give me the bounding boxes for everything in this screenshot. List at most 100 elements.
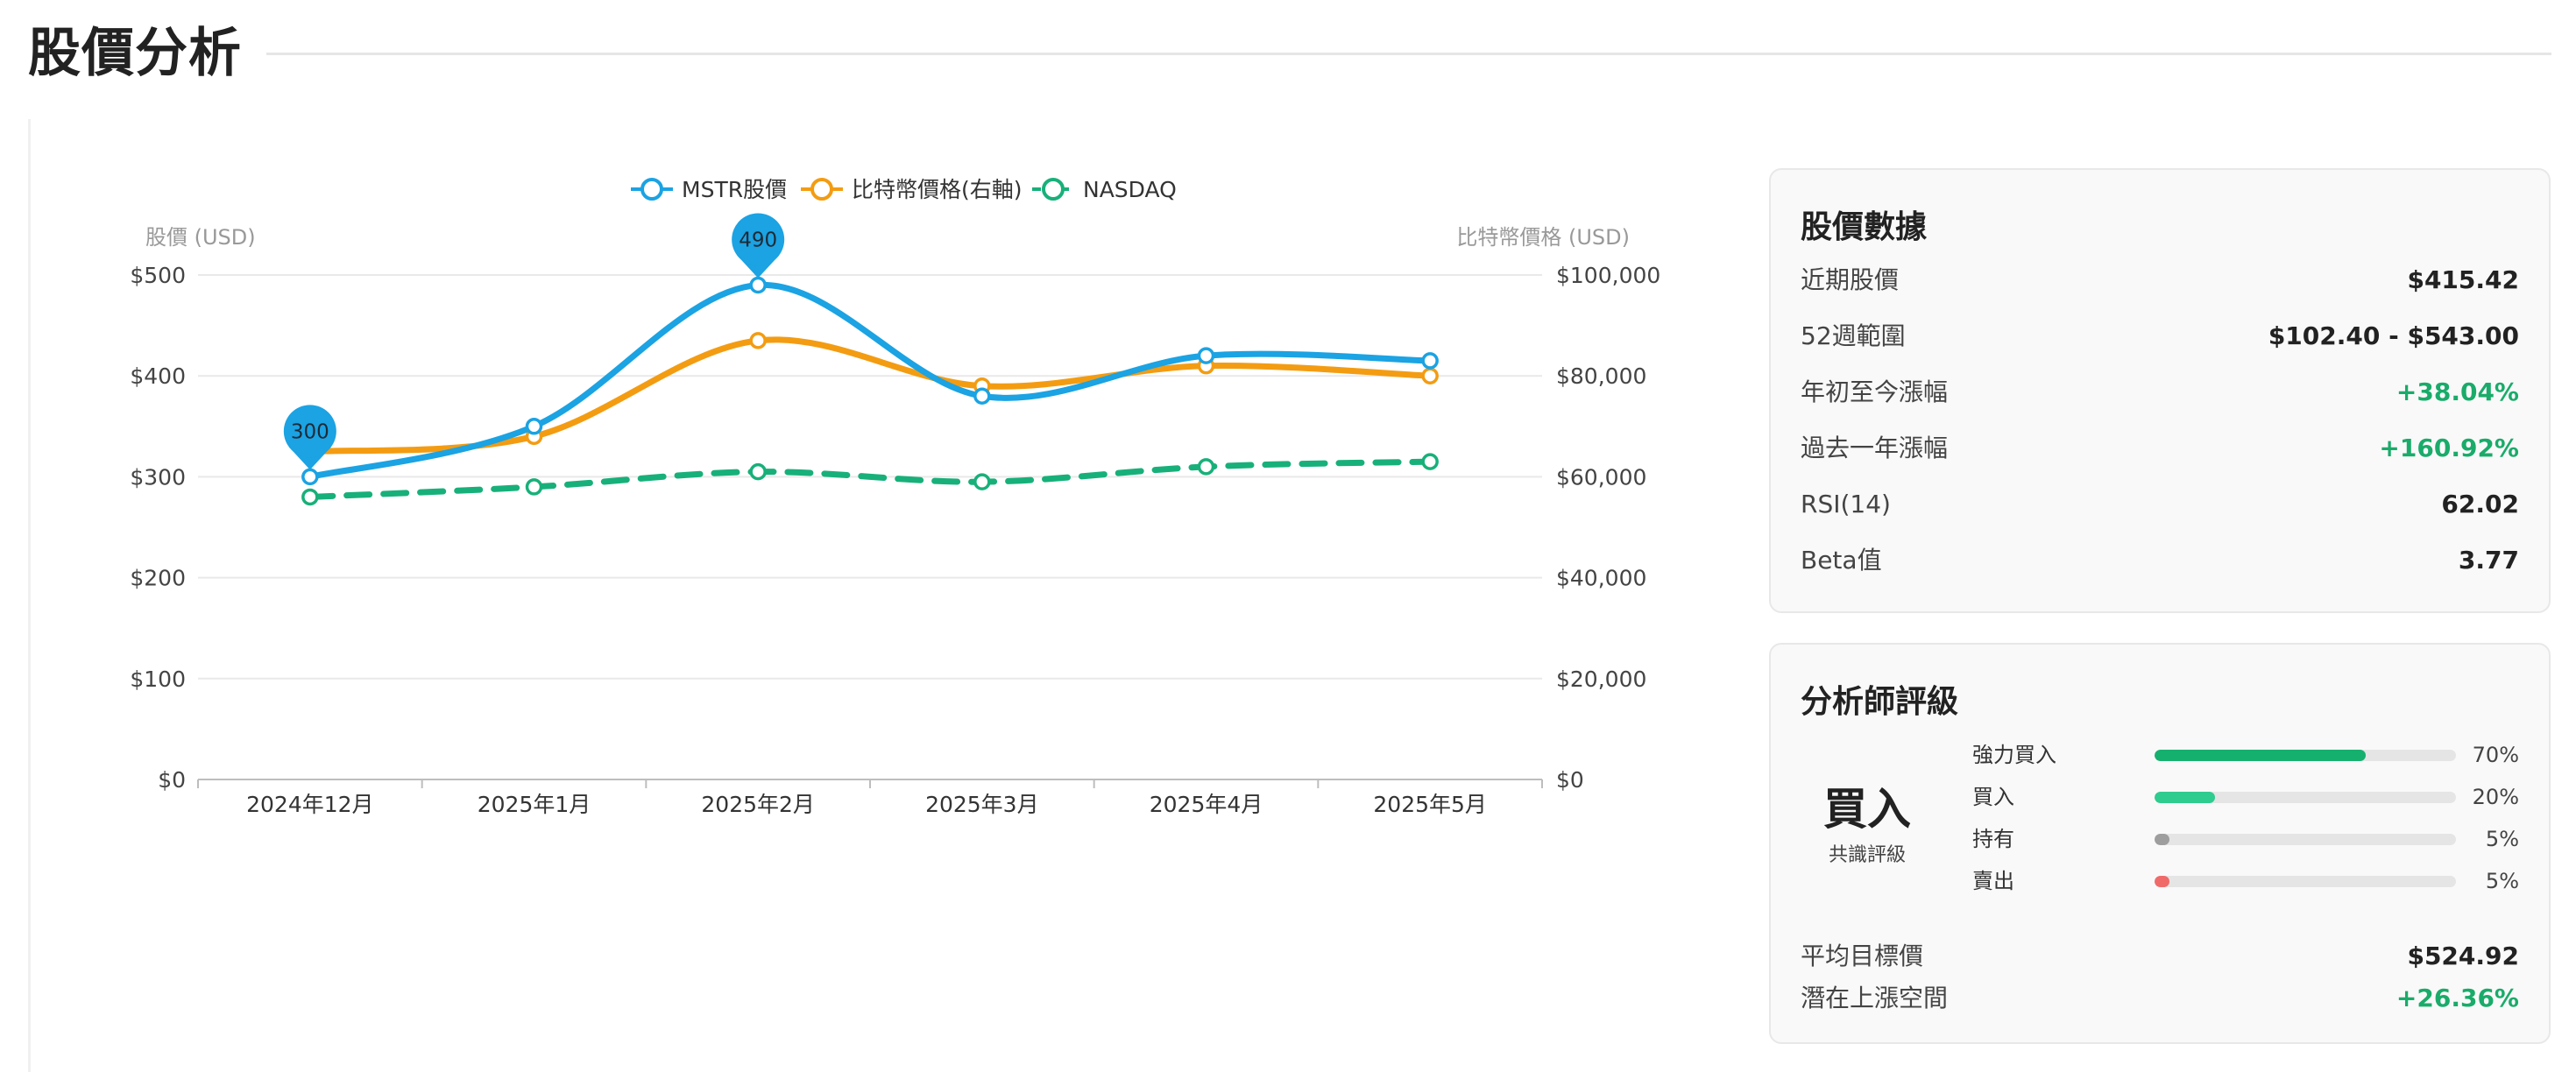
annotation-label: 490 [739,229,777,252]
rating-percent: 5% [2485,827,2519,851]
stock-stats-title: 股價數據 [1801,209,1928,245]
data-point [1197,458,1215,476]
legend-label: NASDAQ [1083,177,1177,202]
stat-value: +38.04% [2396,377,2519,406]
data-point [973,387,991,405]
rating-bar-track [2155,750,2456,761]
stat-row: 過去一年漲幅 +160.92% [1801,429,2519,468]
data-point [749,462,767,481]
stat-row: 52週範圍 $102.40 - $543.00 [1801,317,2519,356]
annotation-pin [732,213,785,266]
upside-row: 潛在上漲空間 +26.36% [1801,979,2519,1018]
data-point [1421,453,1439,470]
stat-label: 年初至今漲幅 [1801,377,1949,406]
rating-percent: 5% [2485,869,2519,893]
y-tick-label-left: $100 [130,666,186,692]
rating-percent: 20% [2472,785,2519,809]
page-title: 股價分析 [28,23,242,84]
data-point [1421,352,1439,370]
y-axis-title-right: 比特幣價格 (USD) [1456,225,1630,250]
stat-value: $102.40 - $543.00 [2268,321,2519,350]
data-point [301,488,319,506]
y-axis-title-left: 股價 (USD) [145,225,256,250]
data-point [1197,347,1215,364]
data-point [525,478,543,496]
stat-value: $415.42 [2407,265,2519,294]
legend-label: MSTR股價 [682,177,787,202]
upside-label: 潛在上漲空間 [1801,984,1949,1012]
rating-bar-fill [2155,792,2215,803]
rating-bar-fill [2155,750,2366,761]
y-tick-label-left: $300 [130,464,186,490]
x-tick-label: 2025年3月 [925,792,1039,817]
rating-row: 買入 20% [1972,779,2519,815]
data-point [525,418,543,435]
y-tick-label-left: $400 [130,363,186,389]
legend-swatch-marker [1042,178,1065,201]
stat-row: 近期股價 $415.42 [1801,261,2519,300]
rating-row: 持有 5% [1972,822,2519,857]
rating-bar-track [2155,834,2456,845]
rating-label: 買入 [1972,785,2014,809]
data-point [1421,367,1439,384]
stock-chart-panel: $0 $100 $200 $300 $400 $500 $0 $20,000 $40,000 $6… [28,119,1728,1072]
y-tick-label-right: $60,000 [1556,464,1646,490]
data-point [301,468,319,486]
y-tick-label-right: $20,000 [1556,666,1646,692]
rating-bar-fill [2155,834,2170,845]
target-price-value: $524.92 [2407,942,2519,970]
legend-swatch-marker [640,178,663,201]
stat-label: 52週範圍 [1801,321,1906,350]
x-tick-label: 2025年2月 [701,792,815,817]
data-point [973,473,991,490]
x-tick-label: 2024年12月 [246,792,373,817]
stat-row: RSI(14) 62.02 [1801,485,2519,524]
y-tick-label-left: $500 [130,263,186,288]
upside-value: +26.36% [2396,984,2519,1012]
stock-line-chart: $0 $100 $200 $300 $400 $500 $0 $20,000 $40,000 $6… [130,177,1660,817]
x-tick-label: 2025年5月 [1373,792,1487,817]
x-tick-label: 2025年1月 [478,792,591,817]
y-tick-label-left: $200 [130,566,186,591]
y-tick-label-left: $0 [158,767,186,793]
rating-bar-fill [2155,876,2170,887]
rating-row: 強力買入 70% [1972,737,2519,772]
legend-swatch-marker [810,178,833,201]
series-line [307,458,1433,500]
stat-label: 過去一年漲幅 [1801,434,1949,462]
y-tick-label-right: $0 [1556,767,1584,793]
y-tick-label-right: $80,000 [1556,363,1646,389]
target-price-row: 平均目標價 $524.92 [1801,937,2519,976]
legend-label: 比特幣價格(右軸) [852,177,1023,202]
data-point [749,276,767,294]
panel-edge [28,119,31,1072]
stock-stats-card: 股價數據 近期股價 $415.42 52週範圍 $102.40 - $543.00 年初… [1769,168,2551,613]
stat-row: 年初至今漲幅 +38.04% [1801,373,2519,412]
consensus-value: 買入 [1823,784,1911,835]
y-tick-label-right: $40,000 [1556,566,1646,591]
rating-row: 賣出 5% [1972,864,2519,899]
analyst-rating-card: 分析師評級 買入 共識評級 強力買入 70% 買入 20% 持有 5% 賣出 5% 平均目標價… [1769,643,2551,1044]
stat-value: 3.77 [2458,546,2519,575]
x-tick-label: 2025年4月 [1150,792,1263,817]
stat-label: RSI(14) [1801,490,1891,518]
stat-label: Beta值 [1801,546,1882,575]
rating-label: 賣出 [1972,869,2014,893]
annotation-pin [283,405,336,458]
target-price-label: 平均目標價 [1801,942,1924,970]
stat-row: Beta值 3.77 [1801,541,2519,580]
annotation-label: 300 [291,420,329,443]
data-point [749,332,767,349]
consensus-label: 共識評級 [1828,844,1906,866]
section-header: 股價分析 [28,19,2551,86]
series-line [307,282,1433,480]
rating-label: 強力買入 [1972,743,2056,767]
stat-label: 近期股價 [1801,265,1900,294]
analyst-rating-title: 分析師評級 [1801,684,1959,720]
consensus-rating: 買入 共識評級 [1801,783,1934,867]
stat-value: +160.92% [2379,434,2519,462]
series-line [307,336,1433,455]
header-divider [266,53,2551,55]
rating-percent: 70% [2472,743,2519,767]
rating-bar-track [2155,876,2456,887]
